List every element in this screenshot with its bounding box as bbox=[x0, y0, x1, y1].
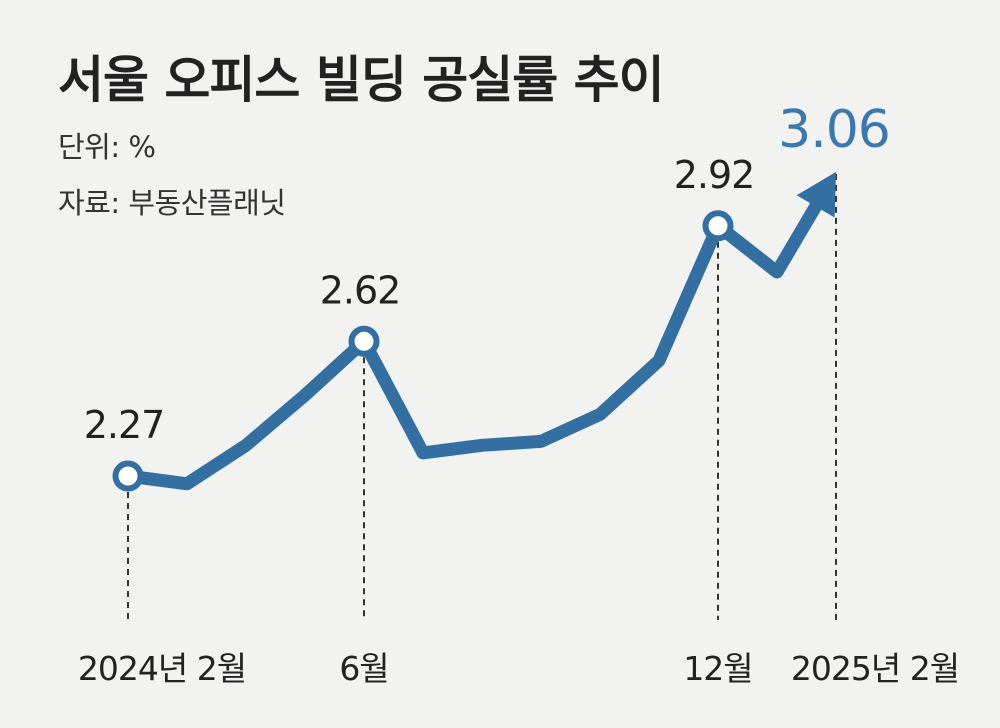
data-point-marker bbox=[348, 325, 380, 357]
chart-title: 서울 오피스 빌딩 공실률 추이 bbox=[58, 51, 665, 109]
x-tick-label: 2024년 2월 bbox=[78, 649, 246, 688]
data-label: 2.27 bbox=[84, 403, 165, 447]
x-tick-label: 6월 bbox=[339, 649, 388, 688]
data-label: 2.92 bbox=[674, 153, 755, 197]
data-point-marker bbox=[702, 210, 734, 242]
series-line bbox=[127, 199, 824, 491]
data-label: 2.62 bbox=[320, 268, 401, 312]
x-tick-label: 2025년 2월 bbox=[791, 649, 959, 688]
arrow-head bbox=[796, 171, 836, 218]
source-label: 자료: 부동산플래닛 bbox=[58, 186, 286, 220]
data-label: 3.06 bbox=[778, 100, 890, 160]
x-tick-label: 12월 bbox=[683, 649, 752, 688]
data-point-marker bbox=[112, 460, 144, 492]
unit-label: 단위: % bbox=[58, 130, 156, 164]
